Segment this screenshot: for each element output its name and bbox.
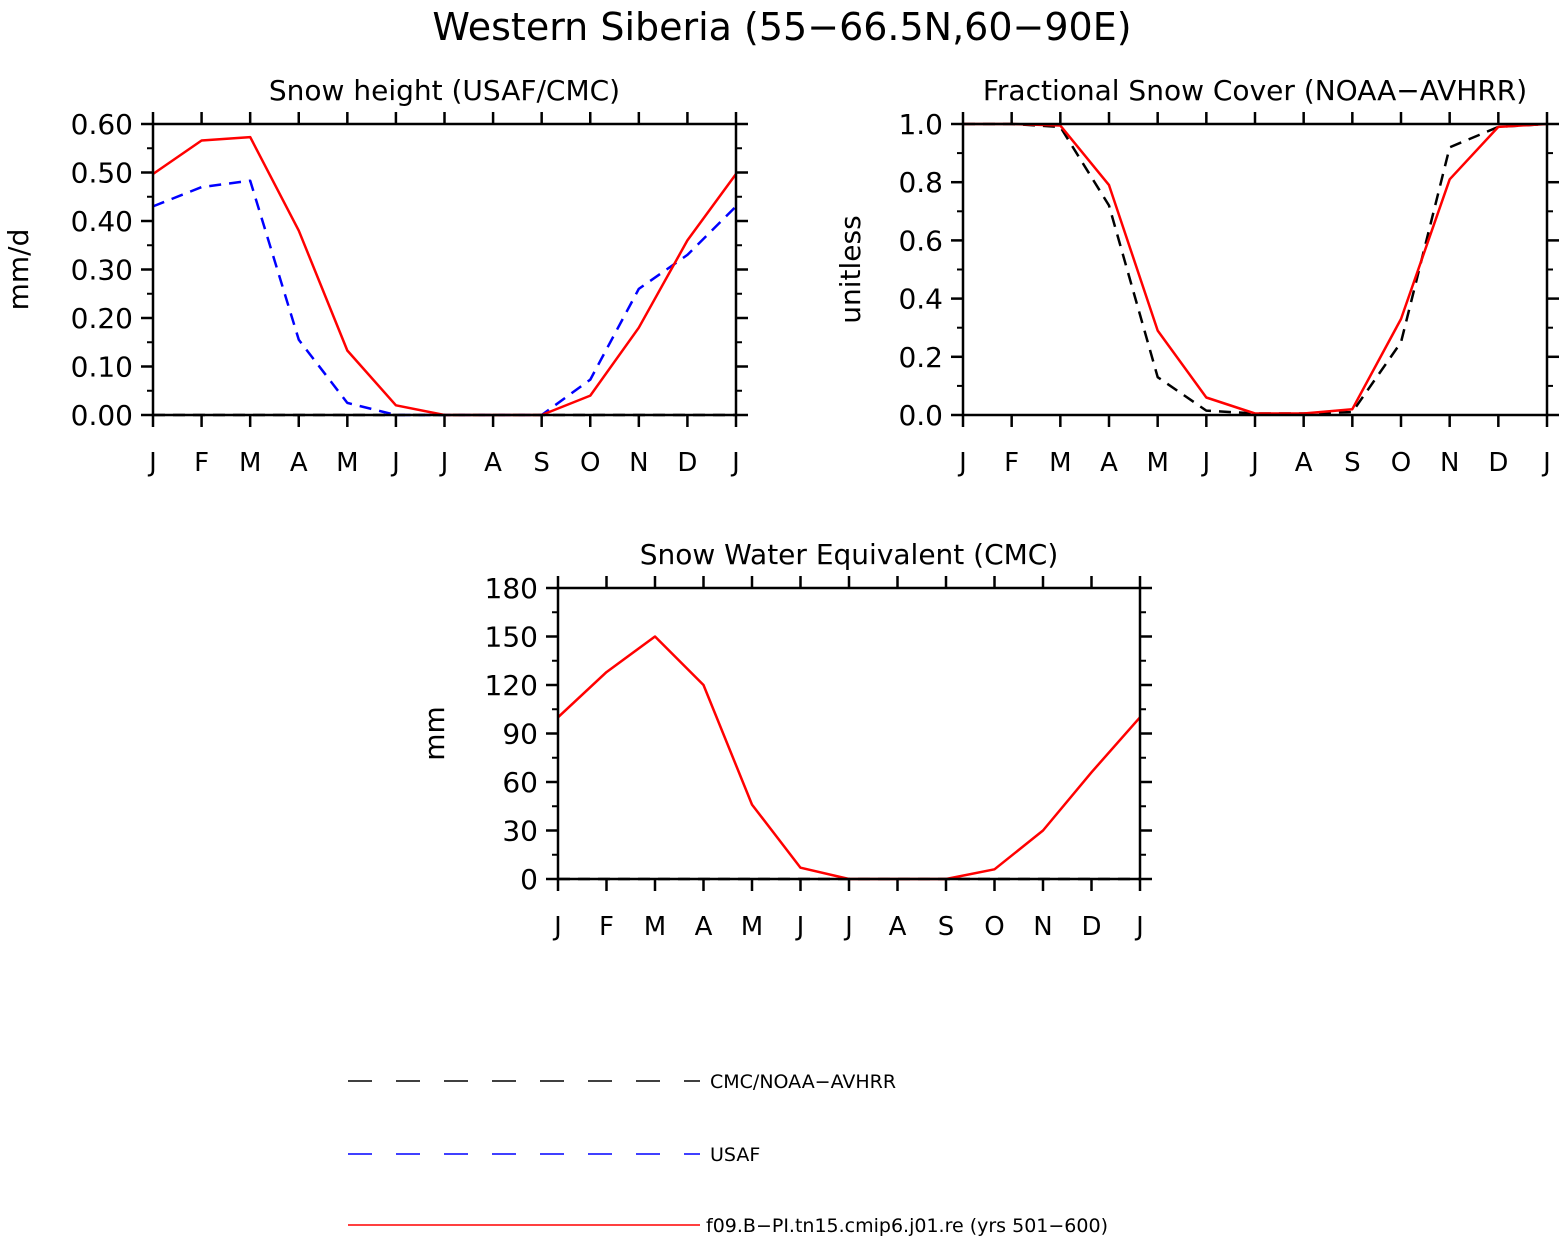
y-tick-label: 0.50	[71, 157, 133, 190]
y-tick-label: 0.30	[71, 254, 133, 287]
x-tick-label: A	[1295, 448, 1313, 478]
y-tick-label: 1.0	[898, 108, 943, 141]
panel-title: Snow Water Equivalent (CMC)	[640, 538, 1059, 571]
y-tick-label: 60	[502, 766, 538, 799]
x-tick-label: M	[336, 448, 358, 478]
x-tick-label: D	[1488, 448, 1508, 478]
legend-label-cmc: CMC/NOAA−AVHRR	[710, 1071, 896, 1093]
figure-title: Western Siberia (55−66.5N,60−90E)	[432, 5, 1131, 49]
y-tick-label: 0.8	[898, 166, 943, 199]
x-tick-label: A	[695, 912, 713, 942]
x-tick-label: J	[1541, 448, 1551, 478]
x-tick-label: J	[1200, 448, 1210, 478]
x-tick-label: N	[1440, 448, 1459, 478]
x-tick-label: M	[239, 448, 261, 478]
x-tick-label: J	[795, 912, 805, 942]
x-tick-label: F	[599, 912, 614, 942]
panel-title: Snow height (USAF/CMC)	[269, 74, 620, 107]
panel-title: Fractional Snow Cover (NOAA−AVHRR)	[983, 74, 1527, 107]
y-tick-label: 0.60	[71, 108, 133, 141]
x-tick-label: S	[1344, 448, 1361, 478]
y-tick-label: 0.40	[71, 205, 133, 238]
x-tick-label: J	[552, 912, 562, 942]
y-tick-label: 0.6	[898, 224, 943, 257]
x-tick-label: O	[580, 448, 600, 478]
y-axis-label: unitless	[834, 215, 867, 323]
legend-label-usaf: USAF	[710, 1144, 760, 1166]
x-tick-label: J	[730, 448, 740, 478]
y-axis-label: mm	[418, 706, 451, 761]
x-tick-label: S	[938, 912, 955, 942]
x-tick-label: D	[1081, 912, 1101, 942]
x-tick-label: M	[741, 912, 763, 942]
y-axis-label: mm/d	[2, 229, 35, 311]
x-tick-label: O	[984, 912, 1004, 942]
x-tick-label: J	[1134, 912, 1144, 942]
x-tick-label: F	[194, 448, 209, 478]
x-tick-label: A	[290, 448, 308, 478]
x-tick-label: N	[629, 448, 648, 478]
series-line	[152, 135, 738, 417]
x-tick-label: A	[889, 912, 907, 942]
x-tick-label: N	[1033, 912, 1052, 942]
x-tick-label: D	[677, 448, 697, 478]
x-tick-label: A	[484, 448, 502, 478]
y-tick-label: 30	[502, 815, 538, 848]
x-tick-label: O	[1391, 448, 1411, 478]
y-tick-label: 150	[485, 621, 538, 654]
x-tick-label: J	[390, 448, 400, 478]
x-tick-label: S	[533, 448, 550, 478]
plot-frame	[151, 122, 738, 417]
panel-snow-water-equivalent: Snow Water Equivalent (CMC) mm 0 30 60 90 120 1…	[418, 538, 1152, 942]
legend-label-model: f09.B−PI.tn15.cmip6.j01.re (yrs 501−600)	[706, 1215, 1108, 1237]
series-line	[557, 635, 1141, 881]
y-tick-label: 0.2	[898, 341, 943, 374]
panel-snow-height: Snow height (USAF/CMC) mm/d 0.00 0.10 0.20 0.…	[2, 74, 748, 478]
x-tick-label: A	[1100, 448, 1118, 478]
y-tick-label: 180	[485, 572, 538, 605]
x-tick-label: M	[644, 912, 666, 942]
y-tick-label: 0	[520, 863, 538, 896]
y-tick-label: 0.20	[71, 302, 133, 335]
series-line	[963, 122, 1548, 415]
legend: CMC/NOAA−AVHRR USAF f09.B−PI.tn15.cmip6.…	[348, 1071, 1108, 1237]
plot-frame	[556, 586, 1142, 881]
x-tick-label: J	[957, 448, 967, 478]
x-tick-label: M	[1049, 448, 1071, 478]
series-line	[152, 179, 737, 417]
y-tick-label: 0.4	[898, 283, 943, 316]
y-tick-label: 0.00	[71, 399, 133, 432]
x-tick-label: J	[843, 912, 853, 942]
y-tick-label: 0.10	[71, 351, 133, 384]
y-tick-label: 0.0	[898, 399, 943, 432]
x-tick-label: F	[1004, 448, 1019, 478]
x-tick-label: J	[147, 448, 157, 478]
x-tick-label: M	[1146, 448, 1168, 478]
x-tick-label: J	[1249, 448, 1259, 478]
panel-fractional-snow-cover: Fractional Snow Cover (NOAA−AVHRR) unitle…	[834, 74, 1559, 478]
y-tick-label: 90	[502, 718, 538, 751]
x-tick-label: J	[439, 448, 449, 478]
y-tick-label: 120	[485, 669, 538, 702]
